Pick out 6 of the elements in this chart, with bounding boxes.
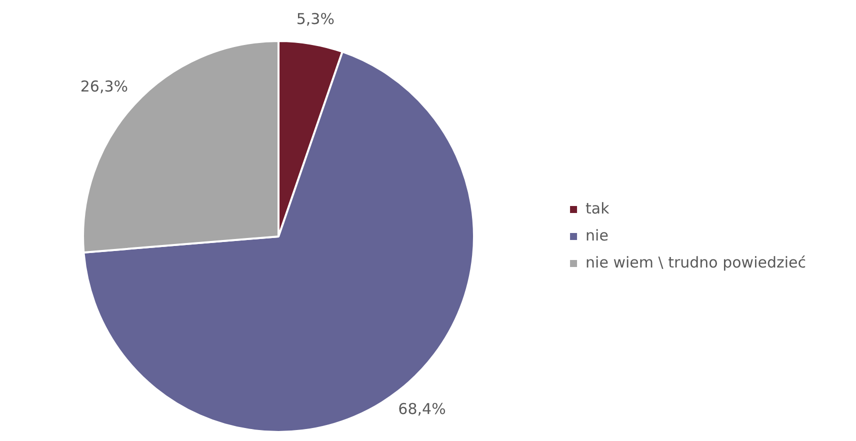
data-label: 68,4% bbox=[398, 400, 446, 418]
legend-label: tak bbox=[586, 199, 610, 218]
data-label: 5,3% bbox=[296, 10, 334, 28]
legend-label: nie bbox=[586, 226, 608, 244]
legend-label: nie wiem \ trudno powiedzieć bbox=[586, 253, 806, 272]
data-label: 26,3% bbox=[80, 78, 128, 96]
